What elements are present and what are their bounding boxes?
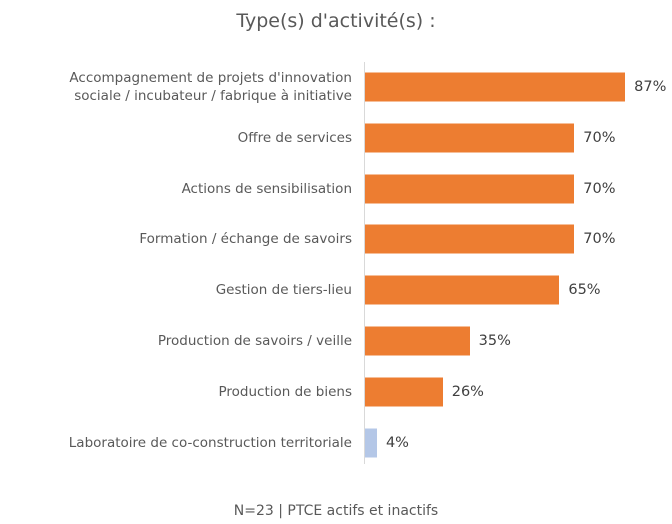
category-label: Actions de sensibilisation <box>181 180 352 197</box>
data-label: 35% <box>478 333 511 349</box>
bar <box>365 326 470 356</box>
data-label: 26% <box>451 383 484 400</box>
data-label: 4% <box>385 434 409 451</box>
category-label: Production de savoirs / veille <box>157 333 352 349</box>
category-label: Laboratoire de co-construction territori… <box>68 434 352 451</box>
data-label: 70% <box>583 129 616 146</box>
chart-title: Type(s) d'activité(s) : <box>236 10 436 32</box>
category-label: Gestion de tiers-lieu <box>215 282 352 299</box>
data-label: 87% <box>634 79 667 95</box>
category-label: Formation / échange de savoirs <box>139 231 352 248</box>
category-label: Accompagnement de projets d'innovation s… <box>69 70 352 104</box>
bar <box>365 224 575 254</box>
bar <box>365 377 443 407</box>
bar <box>365 428 377 458</box>
footnote: N=23 | PTCE actifs et inactifs <box>233 503 439 519</box>
category-label: Production de biens <box>218 383 353 400</box>
data-label: 65% <box>568 282 601 299</box>
data-label: 70% <box>583 231 616 248</box>
bar <box>365 275 560 305</box>
data-label: 70% <box>583 180 616 197</box>
bar <box>365 123 575 153</box>
axis-line <box>364 62 365 464</box>
bar <box>365 174 575 204</box>
category-label: Offre de services <box>237 129 352 146</box>
bar <box>365 72 626 102</box>
